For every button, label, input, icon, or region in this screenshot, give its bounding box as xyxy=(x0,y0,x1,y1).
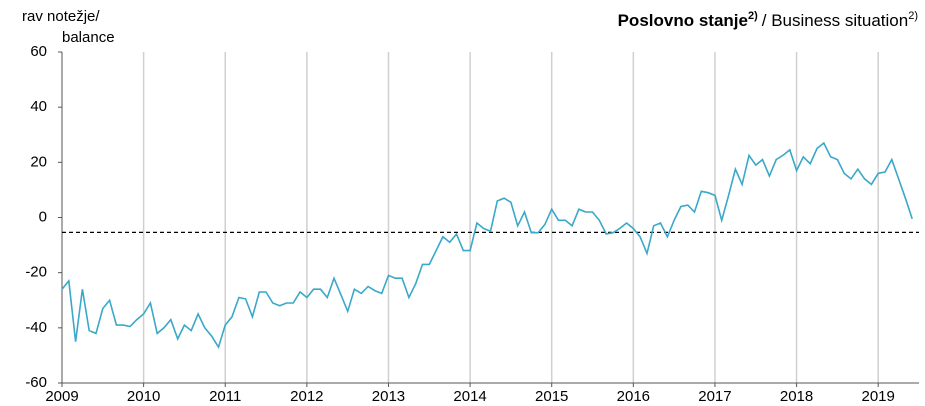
x-tick-label: 2009 xyxy=(45,388,78,405)
data-line xyxy=(61,141,913,350)
title-note: 2) xyxy=(748,10,758,22)
x-tick-label: 2019 xyxy=(862,388,895,405)
y-tick-label: 20 xyxy=(30,153,47,170)
y-axis-label: rav notežje/ xyxy=(22,8,100,25)
x-tick-label: 2010 xyxy=(127,388,160,405)
x-tick-label: 2014 xyxy=(453,388,486,405)
y-tick-label: 40 xyxy=(30,98,47,115)
y-axis-label: balance xyxy=(62,29,115,46)
x-tick-label: 2012 xyxy=(290,388,323,405)
subtitle: / Business situation xyxy=(762,11,908,30)
x-tick-label: 2015 xyxy=(535,388,568,405)
x-tick-label: 2013 xyxy=(372,388,405,405)
subtitle-note: 2) xyxy=(908,10,918,22)
x-tick-label: 2016 xyxy=(617,388,650,405)
x-tick-label: 2018 xyxy=(780,388,813,405)
title-main: Poslovno stanje xyxy=(618,11,748,30)
y-tick-label: -60 xyxy=(25,374,47,391)
y-tick-label: -40 xyxy=(25,319,47,336)
x-tick-label: 2017 xyxy=(698,388,731,405)
y-tick-label: -20 xyxy=(25,264,47,281)
chart-title: Poslovno stanje2) / Business situation2) xyxy=(618,10,918,31)
y-tick-label: 0 xyxy=(39,208,47,225)
x-tick-label: 2011 xyxy=(209,388,241,405)
y-tick-label: 60 xyxy=(30,43,47,60)
